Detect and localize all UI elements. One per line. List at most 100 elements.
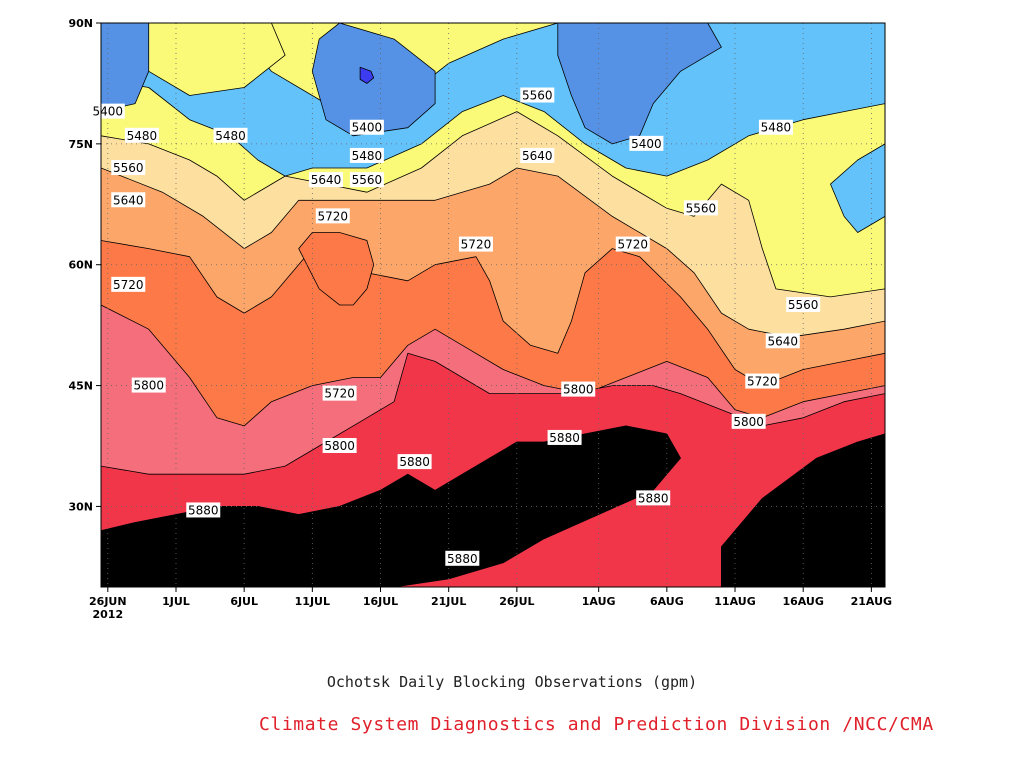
y-tick-label: 45N [68, 380, 93, 393]
contour-label-text: 5720 [324, 387, 355, 401]
gridlines [101, 22, 885, 587]
contour-label-box [308, 172, 343, 188]
contour-label-text: 5400 [352, 121, 383, 135]
contour-label: 5640 [520, 147, 555, 163]
contour-label-text: 5400 [631, 137, 662, 151]
plot-frame [100, 22, 886, 588]
contour-label: 5400 [90, 103, 125, 119]
contour-label: 5720 [111, 276, 146, 292]
contour-label: 5880 [547, 429, 582, 445]
contour-label-text: 5560 [788, 298, 819, 312]
contour-label: 5800 [561, 381, 596, 397]
contour-label-text: 5640 [522, 149, 553, 163]
contour-label-box [124, 127, 159, 143]
contour-label-text: 5560 [352, 173, 383, 187]
x-tick-label: 21AUG [851, 595, 892, 608]
contour-label: 5800 [731, 413, 766, 429]
contour-region-5480 [830, 143, 885, 233]
contour-label-box [322, 385, 357, 401]
contour-label: 5560 [683, 200, 718, 216]
contour-label-box [111, 276, 146, 292]
contour-label-text: 5480 [761, 121, 792, 135]
x-tick-sublabel: 2012 [93, 608, 124, 621]
x-tick-label: 21JUL [431, 595, 466, 608]
contour-label-box [445, 550, 480, 566]
contour-labels: 5400548055605640572058005880548054005480… [90, 87, 821, 566]
contour-label-box [547, 429, 582, 445]
contour-label: 5560 [786, 297, 821, 312]
contour-label-text: 5720 [617, 238, 648, 252]
contour-label-text: 5560 [522, 89, 553, 103]
contour-label-text: 5800 [733, 415, 764, 429]
y-tick-label: 30N [68, 500, 93, 513]
contour-bands [101, 23, 885, 587]
contour-label-box [349, 147, 384, 163]
credit-line: Climate System Diagnostics and Predictio… [259, 714, 934, 735]
contour-label-text: 5800 [324, 439, 355, 453]
x-tick-label: 16JUL [363, 595, 398, 608]
contour-label: 5880 [397, 454, 432, 470]
contour-label: 5800 [131, 377, 166, 393]
contour-label-box [731, 413, 766, 429]
contour-label-text: 5720 [318, 209, 349, 223]
contour-label-text: 5880 [188, 503, 219, 517]
contour-label-box [615, 236, 650, 252]
contour-label-text: 5640 [113, 193, 144, 207]
contour-label-text: 5560 [686, 201, 717, 215]
contour-label-box [745, 373, 780, 389]
contour-label: 5880 [636, 490, 671, 506]
x-tick-label: 26JUN [89, 595, 127, 608]
x-tick-label: 1AUG [582, 595, 616, 608]
contour-label-box [786, 297, 821, 312]
contour-region-5320 [359, 66, 375, 84]
contour-label-box [765, 333, 800, 349]
contour-label: 5880 [186, 502, 221, 518]
contour-label-text: 5480 [352, 149, 383, 163]
contour-label: 5480 [349, 147, 384, 163]
contour-label-box [758, 119, 793, 135]
contour-label: 5480 [758, 119, 793, 135]
contour-label-box [520, 147, 555, 163]
contour-label-box [458, 236, 493, 252]
x-tick-label: 1JUL [162, 595, 190, 608]
contour-label-text: 5880 [549, 431, 580, 445]
contour-label-text: 5400 [93, 105, 124, 119]
contour-label: 5640 [765, 333, 800, 349]
contour-label-box [131, 377, 166, 393]
contour-label-text: 5640 [767, 334, 798, 348]
contour-label-text: 5720 [461, 238, 492, 252]
x-tick-label: 6JUL [230, 595, 258, 608]
contour-label: 5480 [124, 127, 159, 143]
contour-label-box [213, 127, 248, 143]
x-tick-label: 11JUL [295, 595, 330, 608]
contour-label-box [520, 87, 555, 103]
contour-label-box [561, 381, 596, 397]
y-tick-label: 60N [68, 259, 93, 272]
contour-label: 5640 [308, 172, 343, 188]
contour-label-box [111, 160, 146, 176]
contour-label-text: 5480 [215, 129, 246, 143]
contour-label-text: 5880 [447, 552, 478, 566]
y-tick-label: 90N [68, 17, 93, 30]
contour-label-box [683, 200, 718, 216]
contour-label: 5480 [213, 127, 248, 143]
y-tick-label: 75N [68, 138, 93, 151]
contour-region-5400 [101, 23, 156, 112]
contour-label: 5400 [629, 135, 664, 151]
contour-label-box [322, 438, 357, 453]
contour-label-box [397, 454, 432, 470]
contour-label: 5720 [458, 236, 493, 252]
contour-label-text: 5720 [113, 278, 144, 292]
contour-region-5560 [148, 23, 286, 96]
chart-title: Ochotsk Daily Blocking Observations (gpm… [326, 673, 698, 691]
contour-label-box [636, 490, 671, 506]
x-tick-label: 16AUG [782, 595, 823, 608]
contour-label-box [186, 502, 221, 518]
contour-label-box [111, 192, 146, 208]
contour-label: 5640 [111, 192, 146, 208]
contour-label: 5880 [445, 550, 480, 566]
contour-label-text: 5480 [127, 129, 158, 143]
contour-label: 5720 [745, 373, 780, 389]
